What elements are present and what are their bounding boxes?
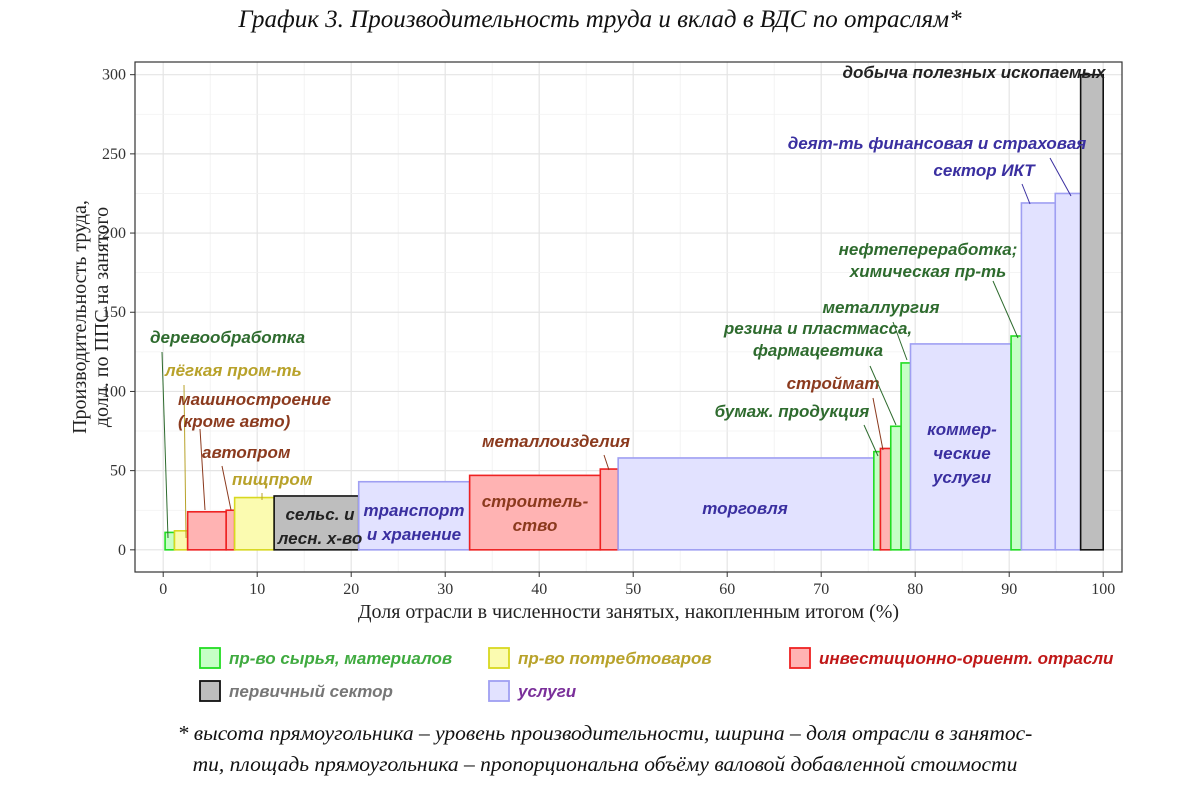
bar-invest bbox=[468, 474, 602, 551]
x-tick-label: 80 bbox=[907, 581, 923, 598]
legend-swatch-primary bbox=[199, 680, 221, 702]
bar-label: деят-ть финансовая и страховая bbox=[788, 134, 1087, 153]
bar-label: фармацевтика bbox=[753, 341, 883, 360]
label-leader-line bbox=[221, 465, 232, 511]
bar-label: торговля bbox=[702, 499, 788, 518]
y-axis-title-line-1: Производительность труда, bbox=[69, 200, 91, 434]
label-leader-line bbox=[603, 454, 610, 471]
bar-primary bbox=[1079, 73, 1105, 551]
bar-label: строитель- bbox=[482, 492, 589, 511]
legend-label-consumer: пр-во потребтоваров bbox=[518, 649, 712, 668]
chart-title: График 3. Производительность труда и вкл… bbox=[238, 6, 962, 33]
bar-raw bbox=[164, 531, 176, 551]
footnote: * высота прямоугольника – уровень произв… bbox=[30, 718, 1180, 780]
bar-label: лесн. х-во bbox=[277, 529, 363, 548]
footnote-line-2: ти, площадь прямоугольника – пропорциона… bbox=[192, 752, 1018, 776]
bar-raw bbox=[1010, 335, 1023, 551]
y-tick-label: 200 bbox=[102, 225, 126, 242]
bar-label: бумаж. продукция bbox=[715, 402, 870, 421]
bar-invest bbox=[599, 468, 619, 551]
label-leader-line bbox=[1021, 183, 1031, 205]
label-leader-line bbox=[992, 280, 1019, 339]
bar-label: услуги bbox=[932, 468, 992, 487]
legend-swatch-raw bbox=[199, 647, 221, 669]
bar-services bbox=[1054, 192, 1082, 551]
bar-label: лёгкая пром-ть bbox=[164, 361, 302, 380]
x-tick-label: 50 bbox=[625, 581, 641, 598]
bar-label: и хранение bbox=[367, 525, 461, 544]
label-leader-line bbox=[892, 321, 908, 361]
bar-invest bbox=[879, 447, 892, 551]
x-tick-label: 30 bbox=[437, 581, 453, 598]
y-tick-label: 250 bbox=[102, 146, 126, 163]
bar-raw bbox=[900, 362, 912, 551]
bar-label: автопром bbox=[202, 443, 291, 462]
legend-label-raw: пр-во сырья, материалов bbox=[229, 649, 452, 668]
bar-invest bbox=[225, 509, 236, 551]
x-tick-label: 70 bbox=[813, 581, 829, 598]
bar-label: добыча полезных ископаемых bbox=[843, 63, 1107, 82]
bar-label: нефтепереработка; bbox=[839, 240, 1018, 259]
label-leader-line bbox=[1049, 157, 1072, 197]
label-leader-line bbox=[161, 351, 169, 539]
bar-label: резина и пластмасса, bbox=[723, 319, 912, 338]
label-leader-line bbox=[183, 384, 187, 539]
y-axis-title-line-2: долл. по ППС на занятого bbox=[91, 207, 113, 427]
bar-label: сельс. и bbox=[285, 505, 355, 524]
x-tick-label: 40 bbox=[531, 581, 547, 598]
legend-swatch-services bbox=[488, 680, 510, 702]
label-leader-line bbox=[872, 397, 884, 451]
x-tick-label: 10 bbox=[249, 581, 265, 598]
legend-label-services: услуги bbox=[517, 682, 577, 701]
legend-swatch-invest bbox=[789, 647, 811, 669]
bar-label: ческие bbox=[933, 444, 990, 463]
bar-raw bbox=[889, 425, 902, 551]
bar-services bbox=[909, 343, 1012, 551]
label-leader-line bbox=[199, 428, 206, 511]
y-axis-title: Производительность труда, долл. по ППС на… bbox=[69, 200, 113, 434]
legend-label-primary: первичный сектор bbox=[229, 682, 393, 701]
bar-label: химическая пр-ть bbox=[849, 262, 1006, 281]
y-tick-label: 50 bbox=[110, 463, 126, 480]
bar-invest bbox=[186, 511, 227, 551]
bar-label: ство bbox=[513, 516, 558, 535]
label-leader-line bbox=[863, 424, 879, 457]
bar-raw bbox=[873, 450, 882, 551]
bar-services bbox=[617, 457, 875, 551]
x-tick-label: 60 bbox=[719, 581, 735, 598]
bar-label: металлургия bbox=[822, 298, 939, 317]
bar-label: строймат bbox=[787, 374, 880, 393]
bar-label: (кроме авто) bbox=[178, 412, 291, 431]
bar-services bbox=[1020, 202, 1057, 551]
bar-label: пищпром bbox=[232, 470, 313, 489]
x-axis-title: Доля отрасли в численности занятых, нако… bbox=[358, 601, 899, 623]
legend-swatch-consumer bbox=[488, 647, 510, 669]
y-tick-label: 100 bbox=[102, 383, 126, 400]
bar-primary bbox=[273, 495, 360, 551]
y-tick-label: 150 bbox=[102, 304, 126, 321]
productivity-chart: 0 10 20 30 40 50 60 70 80 90 100 0 50 100 150 200 250 300… bbox=[69, 61, 1123, 702]
label-leader-line bbox=[869, 365, 897, 426]
x-tick-label: 100 bbox=[1091, 581, 1115, 598]
x-tick-label: 0 bbox=[159, 581, 167, 598]
bar-label: сектор ИКТ bbox=[933, 161, 1036, 180]
footnote-line-1: * высота прямоугольника – уровень произв… bbox=[177, 721, 1033, 745]
x-tick-label: 20 bbox=[343, 581, 359, 598]
bar-label: деревообработка bbox=[150, 328, 305, 347]
bar-label: коммер- bbox=[927, 420, 997, 439]
legend-label-invest: инвестиционно-ориент. отрасли bbox=[819, 649, 1114, 668]
bar-services bbox=[357, 480, 471, 551]
bar-label: транспорт bbox=[364, 501, 465, 520]
plot-border bbox=[134, 61, 1123, 573]
bar-label: металлоизделия bbox=[482, 432, 630, 451]
y-tick-label: 0 bbox=[118, 542, 126, 559]
y-tick-label: 300 bbox=[102, 67, 126, 84]
x-tick-label: 90 bbox=[1001, 581, 1017, 598]
bar-consumer bbox=[233, 496, 275, 551]
bar-label: машиностроение bbox=[178, 390, 331, 409]
